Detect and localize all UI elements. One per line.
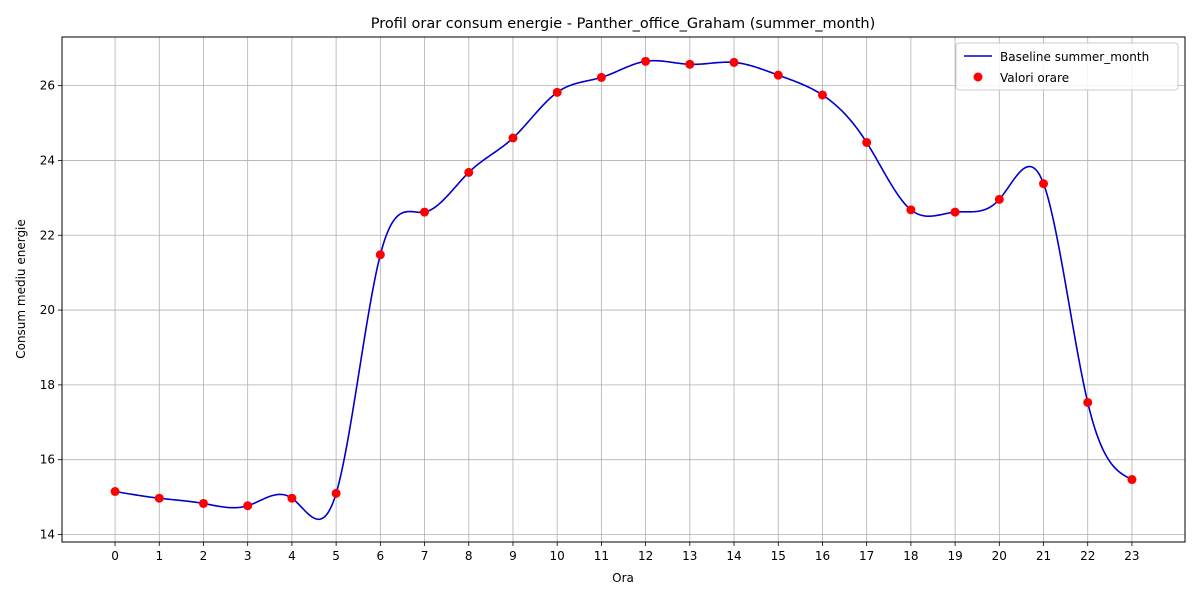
hourly-point [950, 207, 960, 217]
hourly-point [729, 57, 739, 67]
x-tick-label: 4 [288, 549, 296, 563]
hourly-point [1083, 397, 1093, 407]
hourly-point [685, 59, 695, 69]
x-tick-label: 3 [244, 549, 252, 563]
legend-point-swatch [973, 72, 983, 82]
x-axis-ticks: 0 1 2 3 4 5 6 7 8 9 10 11 12 13 14 15 16 17 18 19 20 21 22 23 [111, 542, 1140, 563]
hourly-point [1039, 179, 1049, 189]
y-tick-label: 22 [40, 228, 55, 242]
series-hourly-values [110, 56, 1137, 511]
hourly-point [420, 207, 430, 217]
y-tick-label: 26 [40, 79, 55, 93]
hourly-point [375, 250, 385, 260]
series-baseline [114, 59, 1133, 521]
hourly-point [994, 194, 1004, 204]
hourly-point [243, 501, 253, 511]
y-tick-label: 18 [40, 378, 55, 392]
x-tick-label: 16 [815, 549, 830, 563]
hourly-point [773, 70, 783, 80]
x-tick-label: 0 [111, 549, 119, 563]
hourly-point [641, 56, 651, 66]
x-tick-label: 1 [155, 549, 163, 563]
hourly-point [198, 498, 208, 508]
hourly-point [110, 487, 120, 496]
y-tick-label: 24 [40, 153, 55, 167]
legend-entry-hourly-values: Valori orare [1000, 71, 1069, 85]
legend-box [955, 42, 1179, 91]
hourly-point [906, 205, 916, 215]
x-tick-label: 14 [726, 549, 741, 563]
y-tick-label: 20 [40, 303, 55, 317]
hourly-point [1127, 475, 1137, 485]
x-tick-label: 9 [509, 549, 517, 563]
hourly-point [862, 137, 872, 147]
hourly-point [596, 72, 606, 82]
hourly-point [331, 488, 341, 498]
hourly-point [154, 493, 164, 503]
x-axis-label: Ora [612, 571, 634, 585]
hourly-point [287, 493, 297, 503]
chart-title: Profil orar consum energie - Panther_off… [371, 16, 876, 32]
x-tick-label: 13 [682, 549, 697, 563]
x-tick-label: 23 [1124, 549, 1139, 563]
y-axis-ticks: 14 16 18 20 22 24 26 [40, 79, 62, 542]
x-tick-label: 22 [1080, 549, 1095, 563]
x-tick-label: 8 [465, 549, 473, 563]
y-tick-label: 16 [40, 453, 55, 467]
hourly-point [817, 90, 827, 100]
x-tick-label: 2 [200, 549, 208, 563]
x-tick-label: 12 [638, 549, 653, 563]
x-tick-label: 5 [332, 549, 340, 563]
x-tick-label: 11 [594, 549, 609, 563]
x-tick-label: 10 [550, 549, 565, 563]
x-tick-label: 21 [1036, 549, 1051, 563]
legend-entry-baseline: Baseline summer_month [1000, 50, 1149, 64]
x-tick-label: 7 [421, 549, 429, 563]
y-axis-label: Consum mediu energie [14, 219, 28, 359]
x-tick-label: 18 [903, 549, 918, 563]
x-tick-label: 6 [377, 549, 385, 563]
x-tick-label: 20 [992, 549, 1007, 563]
x-tick-label: 19 [947, 549, 962, 563]
y-tick-label: 14 [40, 528, 55, 542]
baseline-line [114, 59, 1133, 521]
x-tick-label: 15 [771, 549, 786, 563]
hourly-point [552, 87, 562, 97]
hourly-point [464, 167, 474, 177]
hourly-point [508, 133, 518, 143]
plot-frame [61, 36, 1186, 543]
x-tick-label: 17 [859, 549, 874, 563]
legend: Baseline summer_month Valori orare [955, 42, 1179, 91]
grid [62, 37, 1185, 542]
